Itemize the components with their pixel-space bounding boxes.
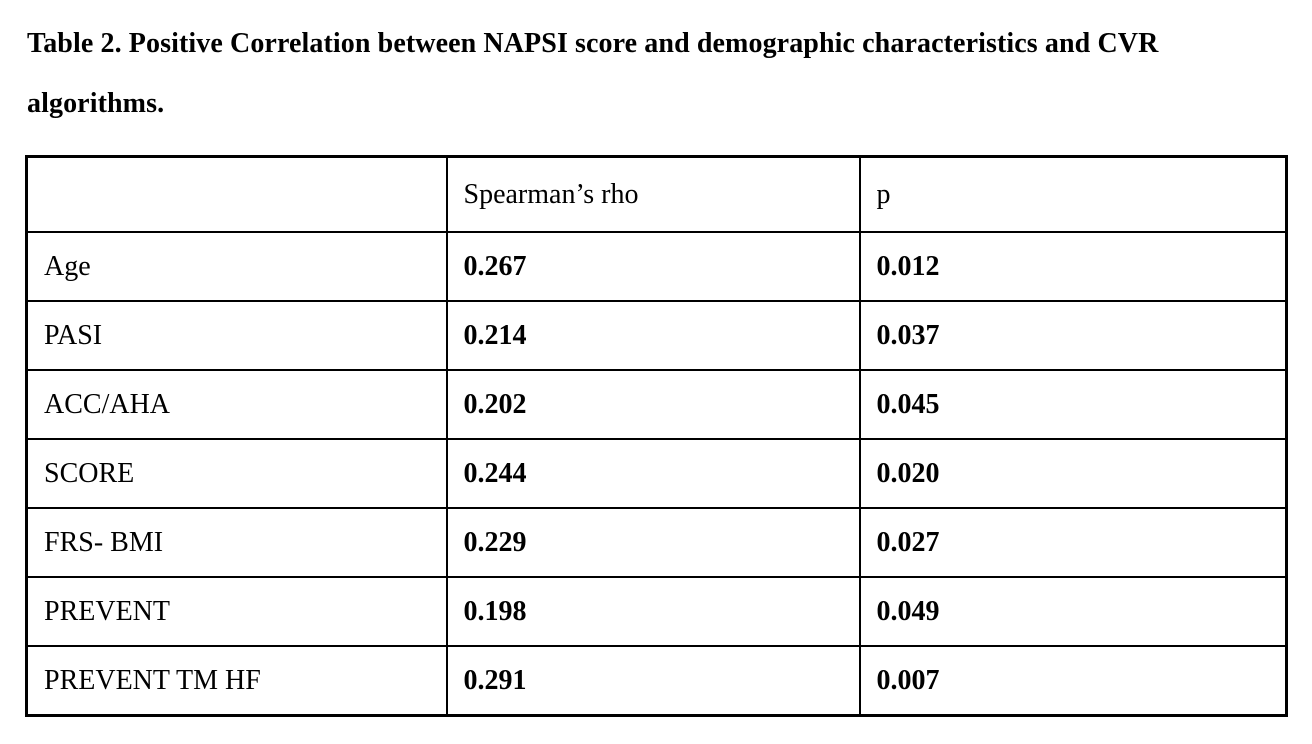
- p-value: 0.049: [858, 576, 1288, 647]
- table-row-age: Age 0.267 0.012: [25, 231, 1288, 302]
- rho-value: 0.214: [445, 300, 861, 371]
- row-label: FRS- BMI: [25, 507, 448, 578]
- rho-value: 0.229: [445, 507, 861, 578]
- document-page: Table 2. Positive Correlation between NA…: [25, 28, 1288, 717]
- rho-value: 0.244: [445, 438, 861, 509]
- table-row-pasi: PASI 0.214 0.037: [25, 300, 1288, 371]
- row-label: SCORE: [25, 438, 448, 509]
- table-row-score: SCORE 0.244 0.020: [25, 438, 1288, 509]
- p-value: 0.045: [858, 369, 1288, 440]
- row-label: Age: [25, 231, 448, 302]
- row-label: ACC/AHA: [25, 369, 448, 440]
- rho-value: 0.267: [445, 231, 861, 302]
- p-value: 0.007: [858, 645, 1288, 717]
- correlation-table: Spearman’s rho p Age 0.267 0.012 PASI 0.…: [25, 155, 1288, 717]
- header-cell-empty: [25, 155, 448, 233]
- p-value: 0.020: [858, 438, 1288, 509]
- table-caption: Table 2. Positive Correlation between NA…: [27, 28, 1159, 119]
- header-cell-p: p: [858, 155, 1288, 233]
- table-row-acc-aha: ACC/AHA 0.202 0.045: [25, 369, 1288, 440]
- header-row: Spearman’s rho p: [25, 155, 1288, 233]
- row-label: PREVENT: [25, 576, 448, 647]
- p-value: 0.012: [858, 231, 1288, 302]
- header-cell-spearmans-rho: Spearman’s rho: [445, 155, 861, 233]
- table-row-prevent: PREVENT 0.198 0.049: [25, 576, 1288, 647]
- p-value: 0.037: [858, 300, 1288, 371]
- table-row-frs-bmi: FRS- BMI 0.229 0.027: [25, 507, 1288, 578]
- rho-value: 0.291: [445, 645, 861, 717]
- rho-value: 0.198: [445, 576, 861, 647]
- rho-value: 0.202: [445, 369, 861, 440]
- p-value: 0.027: [858, 507, 1288, 578]
- row-label: PASI: [25, 300, 448, 371]
- row-label: PREVENT TM HF: [25, 645, 448, 717]
- table-row-prevent-tm-hf: PREVENT TM HF 0.291 0.007: [25, 645, 1288, 717]
